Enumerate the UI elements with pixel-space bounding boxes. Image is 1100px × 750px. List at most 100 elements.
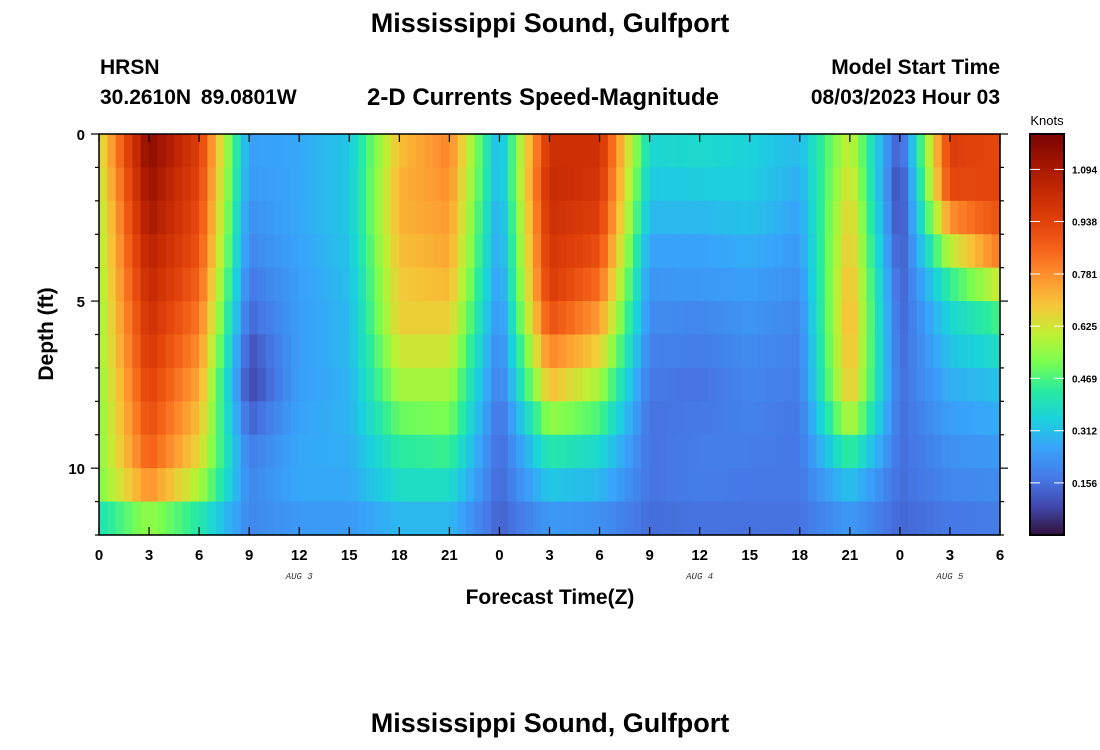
heatmap-cell [557, 401, 567, 436]
heatmap-cell [783, 501, 793, 536]
heatmap-cell [599, 401, 609, 436]
heatmap-cell [582, 167, 592, 202]
heatmap-cell [215, 200, 225, 235]
heatmap-cell [641, 434, 651, 469]
heatmap-cell [299, 334, 309, 369]
heatmap-cell [115, 468, 125, 503]
heatmap-cell [549, 134, 559, 169]
heatmap-cell [390, 134, 400, 169]
heatmap-cell [983, 200, 993, 235]
heatmap-cell [591, 501, 601, 536]
heatmap-cell [224, 301, 234, 336]
y-axis: 0 5 10 [68, 127, 1008, 536]
heatmap-cell [257, 501, 267, 536]
heatmap-cell [107, 134, 117, 169]
heatmap-cell [199, 134, 209, 169]
heatmap-cell [265, 301, 275, 336]
heatmap-cell [899, 167, 909, 202]
heatmap-cell [566, 167, 576, 202]
heatmap-cell [858, 267, 868, 302]
heatmap-cell [482, 167, 492, 202]
heatmap-cell [783, 200, 793, 235]
heatmap-cell [149, 167, 158, 202]
heatmap-cell [991, 434, 1001, 469]
heatmap-cell [265, 267, 275, 302]
heatmap-cell [174, 367, 184, 402]
heatmap-cell [140, 334, 150, 369]
heatmap-cell [591, 301, 601, 336]
heatmap-cell [516, 434, 526, 469]
heatmap-cell [399, 301, 409, 336]
heatmap-cell [524, 200, 534, 235]
heatmap-cell [749, 167, 759, 202]
heatmap-cell [215, 334, 225, 369]
heatmap-cell [983, 167, 993, 202]
heatmap-cell [157, 134, 167, 169]
heatmap-cell [582, 468, 592, 503]
heatmap-cell [499, 267, 509, 302]
heatmap-cell [891, 134, 901, 169]
heatmap-cell [591, 401, 601, 436]
heatmap-cell [557, 468, 567, 503]
heatmap-cell [265, 367, 275, 402]
heatmap-cell [824, 134, 834, 169]
heatmap-cell [340, 334, 350, 369]
heatmap-cell [524, 434, 534, 469]
heatmap-cell [290, 167, 300, 202]
heatmap-cell [466, 267, 476, 302]
heatmap-cell [407, 234, 417, 269]
heatmap-cell [257, 301, 267, 336]
heatmap-cell [541, 468, 551, 503]
heatmap-cell [616, 200, 626, 235]
heatmap-cell [866, 200, 876, 235]
heatmap-cell [532, 367, 542, 402]
heatmap-cell [232, 367, 242, 402]
heatmap-cell [349, 134, 359, 169]
heatmap-cell [307, 501, 317, 536]
heatmap-cell [841, 200, 851, 235]
heatmap-cell [774, 267, 784, 302]
heatmap-cell [666, 167, 676, 202]
heatmap-cell [466, 434, 476, 469]
heatmap-cell [933, 501, 943, 536]
heatmap-cell [674, 267, 684, 302]
heatmap-cell [607, 200, 617, 235]
heatmap-cell [282, 334, 292, 369]
heatmap-cell [791, 434, 801, 469]
heatmap-cell [566, 434, 576, 469]
colorbar-tick-label: 0.938 [1072, 218, 1097, 229]
y-tick-label: 10 [68, 461, 85, 478]
heatmap-cell [783, 134, 793, 169]
heatmap-cell [257, 334, 267, 369]
heatmap-cell [532, 334, 542, 369]
heatmap-cell [374, 301, 384, 336]
heatmap-cell [224, 501, 234, 536]
colorbar-tick-label: 0.781 [1072, 270, 1097, 281]
heatmap-cell [891, 167, 901, 202]
heatmap-cell [808, 434, 818, 469]
heatmap-cell [441, 267, 450, 302]
heatmap-cell [365, 167, 375, 202]
heatmap-cell [332, 501, 342, 536]
heatmap-cell [916, 334, 926, 369]
heatmap-cell [182, 367, 192, 402]
heatmap-cell [708, 200, 717, 235]
heatmap-cell [758, 434, 767, 469]
heatmap-cell [641, 334, 651, 369]
heatmap-cell [499, 301, 509, 336]
heatmap-cell [958, 267, 968, 302]
heatmap-cell [532, 267, 542, 302]
heatmap-cell [724, 434, 734, 469]
heatmap-cell [282, 267, 292, 302]
heatmap-cell [357, 200, 367, 235]
heatmap-cell [424, 167, 434, 202]
chart-title: Mississippi Sound, Gulfport [370, 8, 730, 38]
heatmap-cell [182, 134, 192, 169]
heatmap-cell [290, 367, 300, 402]
heatmap-cell [382, 401, 392, 436]
heatmap-cell [958, 134, 968, 169]
heatmap-cell [824, 334, 834, 369]
heatmap-cell [674, 301, 684, 336]
heatmap-cell [390, 334, 400, 369]
heatmap-cell [666, 267, 676, 302]
